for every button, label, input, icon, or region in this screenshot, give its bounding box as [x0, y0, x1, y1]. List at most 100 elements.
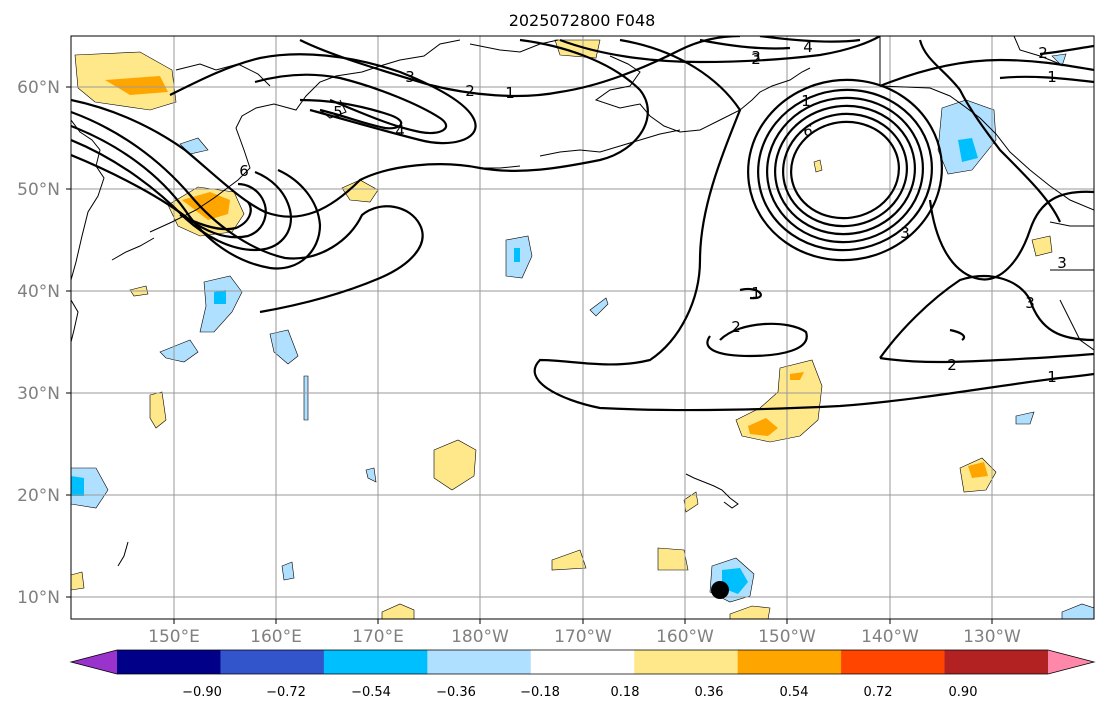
lon-label: 180°W: [451, 627, 509, 647]
positive-anomaly-region: [551, 549, 587, 571]
colorbar-segment: [427, 650, 532, 674]
positive-anomaly-region: [71, 571, 85, 591]
contour-label: 1: [801, 92, 811, 110]
colorbar-tick-label: −0.54: [351, 685, 391, 700]
lat-label: 50°N: [17, 180, 60, 200]
negative-anomaly-region: [937, 99, 997, 175]
positive-anomaly-region: [554, 39, 601, 59]
plot-area: 1 2 3 4 5 6 1 2 3 4 6 1 2 3 2 1 3 3 2 2 …: [71, 36, 1094, 619]
contour-label: 6: [239, 162, 249, 180]
positive-anomaly-region: [381, 603, 415, 619]
contour-label: 3: [751, 48, 761, 66]
lat-label: 20°N: [17, 486, 60, 506]
lat-label: 40°N: [17, 282, 60, 302]
contour-label: 3: [405, 68, 415, 86]
positive-anomaly-region: [341, 179, 379, 203]
negative-anomaly-region: [365, 467, 377, 483]
lon-label: 170°W: [554, 627, 612, 647]
contour-label: 2: [731, 318, 741, 336]
lon-label: 140°W: [861, 627, 919, 647]
colorbar-tick-label: −0.72: [266, 685, 306, 700]
colorbar-tick-labels: −0.90 −0.72 −0.54 −0.36 −0.18 0.18 0.36 …: [182, 685, 977, 700]
negative-anomaly-region: [1051, 53, 1067, 67]
contour-label: 1: [505, 84, 515, 102]
negative-anomaly-region: [1061, 603, 1094, 619]
lat-label: 10°N: [17, 588, 60, 608]
positive-anomaly-core: [105, 76, 168, 95]
colorbar-segment: [530, 650, 635, 674]
lon-label: 150°W: [758, 627, 816, 647]
contour-label: 1: [1047, 368, 1057, 386]
contour-label: 1: [751, 284, 761, 302]
contour-label: 3: [900, 224, 910, 242]
lon-label: 150°E: [148, 627, 200, 647]
colorbar-tick-label: −0.36: [436, 685, 476, 700]
contour-label: 4: [803, 38, 813, 56]
contour-label: 2: [947, 356, 957, 374]
lon-label: 160°W: [656, 627, 714, 647]
negative-anomaly-region: [303, 375, 309, 421]
negative-anomaly-region: [159, 339, 199, 363]
colorbar-segment: [841, 650, 946, 674]
contour-label: 3: [1057, 254, 1067, 272]
lat-label: 30°N: [17, 384, 60, 404]
positive-anomaly-region: [433, 439, 477, 491]
contour-label: 4: [395, 122, 405, 140]
negative-anomaly-core: [514, 248, 520, 262]
latitude-labels: 60°N 50°N 40°N 30°N 20°N 10°N: [17, 78, 60, 608]
colorbar-extend-high: [1048, 650, 1094, 674]
map-title: 2025072800 F048: [509, 11, 656, 30]
positive-anomaly-core: [748, 418, 778, 436]
positive-anomaly-region: [729, 605, 771, 619]
negative-anomaly-region: [179, 137, 209, 155]
negative-anomaly-region: [269, 329, 299, 365]
negative-anomaly-region: [1015, 411, 1035, 425]
colorbar-tick-label: −0.18: [520, 685, 560, 700]
longitude-labels: 150°E 160°E 170°E 180°W 170°W 160°W 150°…: [148, 627, 1021, 647]
colorbar-segment: [944, 650, 1049, 674]
negative-anomaly-region: [281, 561, 295, 581]
negative-anomaly-region: [589, 297, 609, 317]
tick-marks: [66, 86, 993, 624]
colorbar-segment: [220, 650, 325, 674]
negative-anomaly-core: [71, 476, 84, 496]
colorbar-extend-low: [71, 650, 117, 674]
positive-anomaly-region: [149, 391, 167, 429]
contour-label: 3: [1025, 294, 1035, 312]
negative-anomaly-core: [958, 138, 978, 162]
colorbar-tick-label: 0.72: [864, 685, 893, 700]
colorbar-tick-label: 0.36: [695, 685, 724, 700]
contour-lines: [71, 36, 1094, 412]
colorbar-outline: [69, 649, 1096, 675]
lon-label: 170°E: [352, 627, 404, 647]
colorbar-tick-label: 0.18: [611, 685, 640, 700]
lon-label: 160°E: [250, 627, 302, 647]
shaded-anomalies: [71, 39, 1094, 619]
location-marker: [711, 581, 729, 599]
lon-label: 130°W: [963, 627, 1021, 647]
contour-label: 2: [465, 82, 475, 100]
positive-anomaly-region: [1031, 235, 1053, 257]
colorbar-tick-label: −0.90: [182, 685, 222, 700]
positive-anomaly-core: [790, 372, 804, 380]
colorbar: [69, 649, 1096, 675]
lat-label: 60°N: [17, 78, 60, 98]
colorbar-segment: [323, 650, 428, 674]
colorbar-tick-label: 0.54: [780, 685, 809, 700]
colorbar-segment: [117, 650, 221, 674]
contour-label-group: 1 2 3 4 5 6 1 2 3 4 6 1 2 3 2 1 3 3 2 2 …: [239, 38, 1067, 386]
colorbar-tick-label: 0.90: [949, 685, 978, 700]
positive-anomaly-core: [968, 462, 988, 478]
positive-anomaly-region: [735, 359, 823, 443]
positive-anomaly-region: [657, 547, 689, 571]
positive-anomaly-region: [813, 159, 823, 173]
contour-label: 5: [333, 103, 343, 121]
colorbar-segment: [737, 650, 842, 674]
contour-label: 2: [751, 50, 761, 68]
negative-anomaly-core: [214, 290, 226, 304]
contour-label: 2: [1038, 44, 1048, 62]
colorbar-segment: [634, 650, 739, 674]
contour-label: 6: [803, 122, 813, 140]
contour-label: 1: [1047, 68, 1057, 86]
